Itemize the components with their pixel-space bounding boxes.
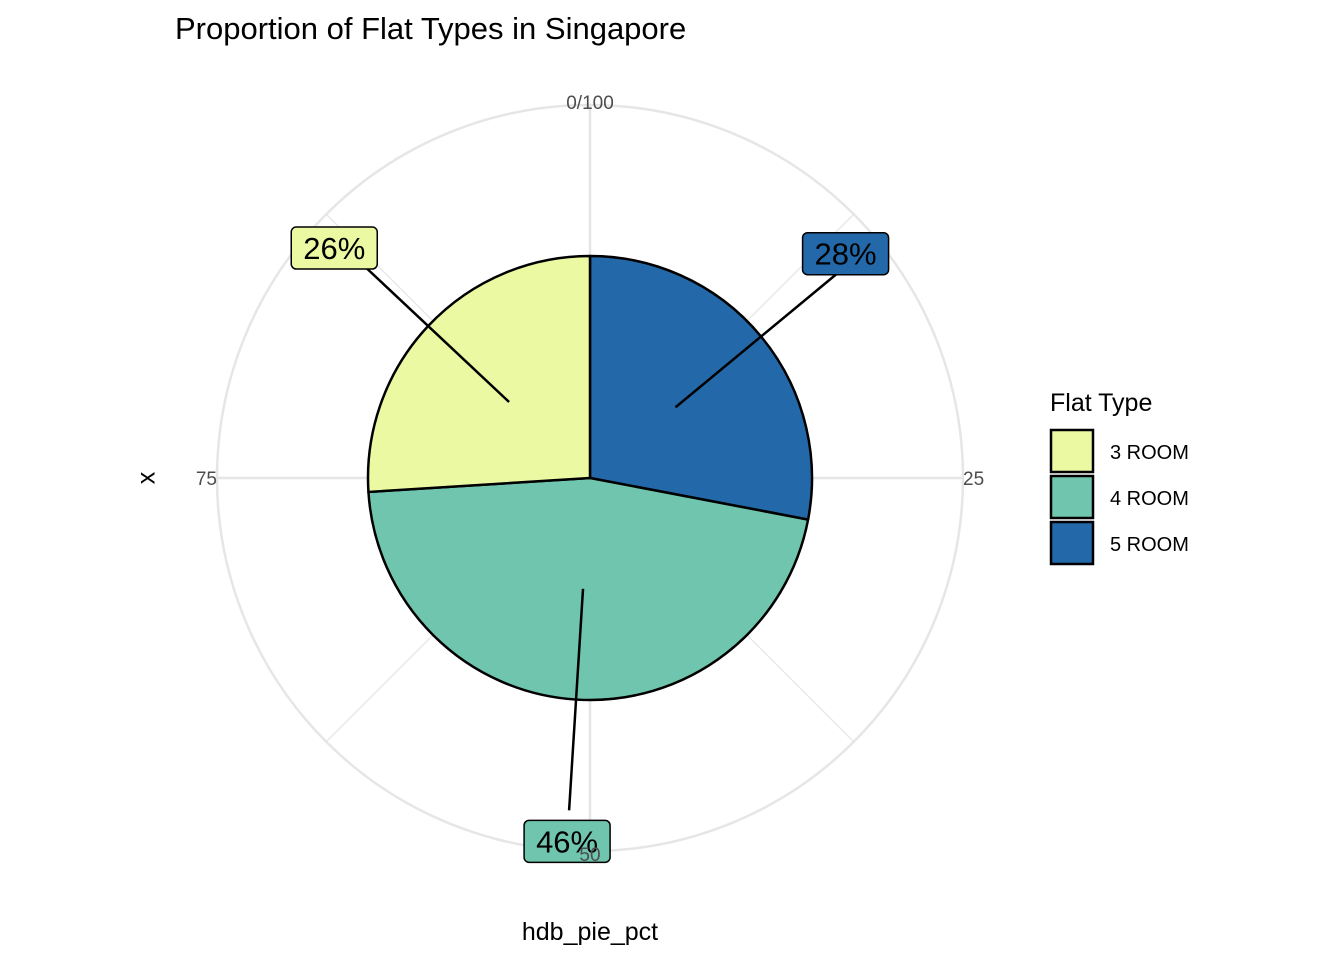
theta-ticks: 0/100 25 50 75 — [196, 93, 984, 866]
legend-swatch — [1049, 520, 1095, 566]
chart-title: Proportion of Flat Types in Singapore — [175, 11, 686, 46]
theta-tick-label: 25 — [963, 469, 984, 490]
x-axis-title: hdb_pie_pct — [522, 918, 658, 946]
slice-label: 26% — [290, 226, 379, 270]
slice-label: 28% — [801, 231, 890, 276]
legend-label: 5 ROOM — [1110, 534, 1189, 556]
legend-item: 3 ROOM — [1049, 428, 1189, 474]
legend-label: 3 ROOM — [1110, 442, 1189, 464]
slice-labels: 28% 46% 26% — [290, 226, 890, 864]
slice-label-text: 28% — [815, 237, 877, 272]
label-leader-line — [567, 588, 585, 811]
legend: Flat Type 3 ROOM 4 ROOM 5 ROOM — [1049, 389, 1189, 566]
theta-tick-label: 0/100 — [566, 93, 614, 114]
legend-item: 4 ROOM — [1049, 474, 1189, 520]
slice-label: 46% — [523, 819, 611, 864]
slice-label-box — [801, 231, 890, 276]
y-axis-title: x — [133, 471, 161, 484]
legend-label: 4 ROOM — [1110, 488, 1189, 510]
slice-label-box — [290, 226, 379, 270]
theta-tick-label: 50 — [579, 845, 600, 866]
label-leader-line — [674, 264, 848, 409]
legend-items: 3 ROOM 4 ROOM 5 ROOM — [1049, 428, 1189, 566]
legend-title: Flat Type — [1050, 389, 1152, 417]
legend-item: 5 ROOM — [1049, 520, 1189, 566]
theta-tick-label: 75 — [196, 469, 217, 490]
pie-slice-4-room — [367, 476, 810, 702]
legend-swatch — [1049, 428, 1095, 474]
label-leader-line — [346, 249, 510, 403]
pie-slice-5-room — [588, 254, 814, 521]
slice-label-box — [523, 819, 611, 864]
slice-label-text: 46% — [536, 824, 598, 859]
pie-slices — [366, 254, 814, 702]
legend-swatch — [1049, 474, 1095, 520]
slice-label-text: 26% — [303, 231, 365, 266]
